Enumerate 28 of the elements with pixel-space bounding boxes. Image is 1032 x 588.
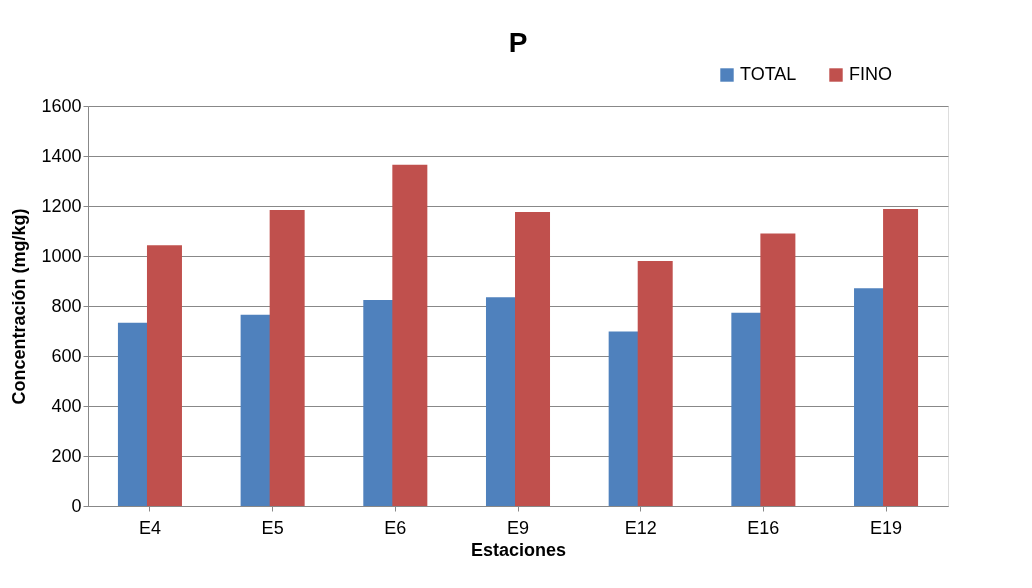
bar (637, 261, 673, 506)
x-tick-label: E6 (384, 517, 407, 538)
x-tick-label: E4 (138, 517, 161, 538)
y-tick-label: 0 (71, 495, 82, 516)
y-tick-label: 1400 (41, 145, 82, 166)
x-tick-label: E19 (870, 517, 903, 538)
y-tick-label: 400 (51, 395, 82, 416)
y-axis-title: Concentración (mg/kg) (9, 208, 30, 405)
bar (883, 209, 919, 506)
legend-label: TOTAL (740, 64, 797, 84)
bar (392, 164, 428, 506)
y-tick-label: 1200 (41, 195, 82, 216)
bar (146, 245, 182, 506)
x-tick-label: E12 (624, 517, 657, 538)
bar (515, 212, 551, 506)
x-tick-label: E9 (506, 517, 530, 538)
y-tick-label: 800 (51, 295, 82, 316)
y-tick-label: 600 (51, 345, 82, 366)
legend-label: FINO (849, 64, 892, 84)
bar (269, 210, 305, 506)
y-tick-label: 1600 (41, 95, 82, 116)
bar (760, 233, 796, 506)
y-tick-label: 200 (51, 445, 82, 466)
chart-title: P (508, 27, 528, 58)
x-axis-title: Estaciones (470, 539, 567, 560)
x-tick-label: E5 (261, 517, 284, 538)
x-tick-label: E16 (747, 517, 780, 538)
y-tick-label: 1000 (41, 245, 82, 266)
